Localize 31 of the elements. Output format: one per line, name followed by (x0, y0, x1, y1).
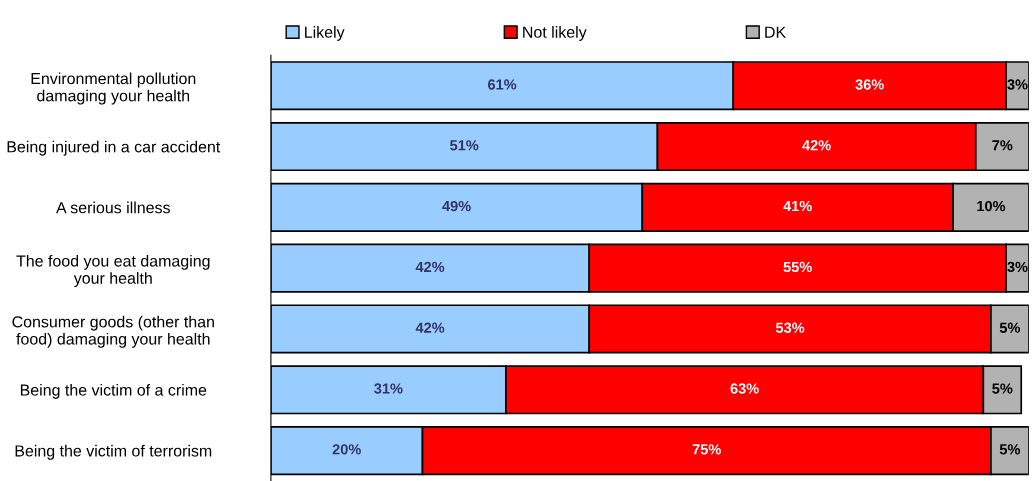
data-label: 31% (374, 383, 403, 394)
y-tick-label: Being injured in a car accident (7, 140, 221, 156)
data-label: 42% (802, 140, 831, 151)
y-tick-label: The food you eat damaging your health (16, 254, 210, 288)
data-label: 55% (783, 261, 812, 273)
data-label: 41% (783, 200, 812, 212)
y-tick-label: Environmental pollution damaging your health (31, 72, 196, 105)
data-label: 10% (977, 200, 1006, 212)
y-tick-label: Being the victim of a crime (20, 383, 207, 399)
data-label: 5% (999, 322, 1021, 333)
data-label: 5% (992, 383, 1013, 394)
data-label: 63% (730, 383, 759, 394)
data-label: 42% (415, 322, 445, 333)
data-label: 61% (488, 79, 517, 90)
data-label: 3% (1007, 79, 1028, 90)
y-tick-label: A serious illness (56, 201, 170, 214)
y-tick-label: Being the victim of terrorism (15, 444, 212, 460)
data-label: 20% (332, 444, 361, 455)
legend-label: Likely (305, 26, 345, 41)
data-label: 3% (1007, 261, 1028, 273)
data-label: 36% (855, 79, 884, 90)
data-label: 49% (442, 200, 471, 212)
y-tick-label: Consumer goods (other than food) damaging your health (12, 315, 214, 348)
legend-label: DK (765, 26, 786, 38)
legend-label: Not likely (523, 26, 587, 41)
data-label: 5% (999, 444, 1021, 455)
data-label: 53% (775, 322, 805, 333)
data-label: 75% (692, 444, 721, 455)
data-label: 7% (992, 140, 1013, 151)
data-label: 42% (415, 261, 445, 273)
data-label: 51% (450, 140, 479, 151)
